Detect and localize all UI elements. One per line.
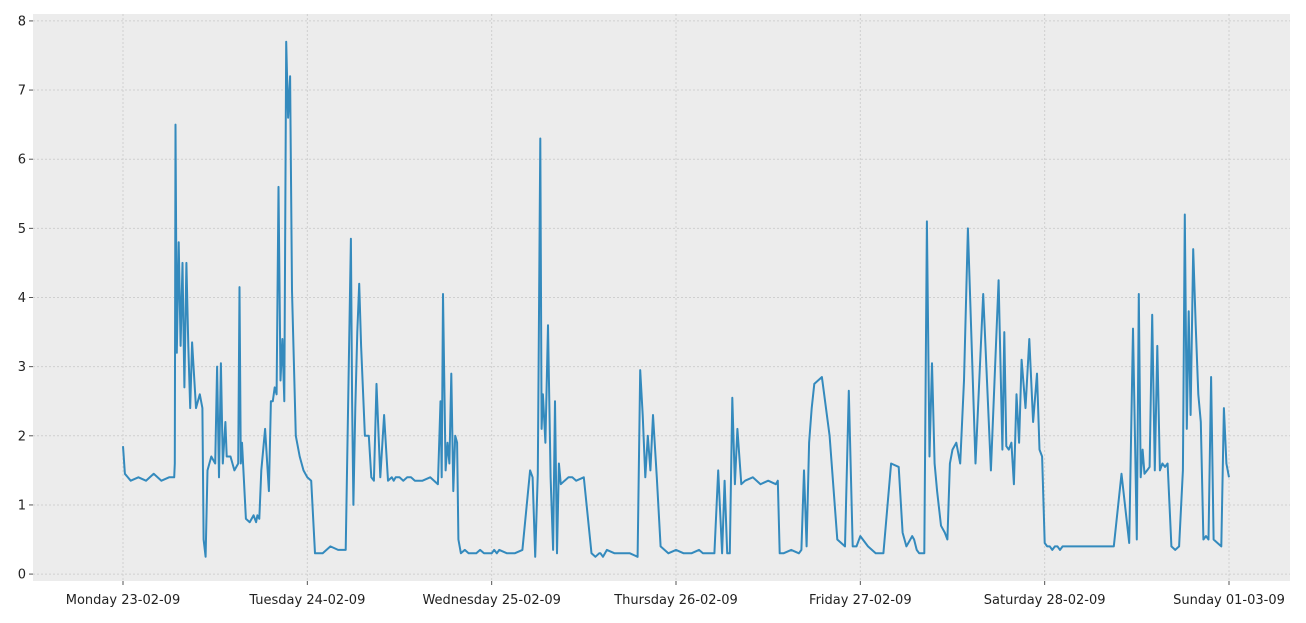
y-tick-label: 2: [18, 429, 26, 444]
x-tick-label: Friday 27-02-09: [809, 593, 912, 608]
x-tick-label: Monday 23-02-09: [66, 593, 180, 608]
y-tick-label: 0: [18, 568, 26, 583]
x-tick-label: Saturday 28-02-09: [984, 593, 1106, 608]
x-tick-label: Sunday 01-03-09: [1173, 593, 1285, 608]
x-tick-label: Thursday 26-02-09: [613, 593, 738, 608]
y-tick-label: 3: [18, 360, 26, 375]
y-tick-label: 1: [18, 498, 26, 513]
y-tick-label: 8: [18, 14, 26, 29]
y-tick-label: 7: [18, 84, 26, 99]
grid: [33, 14, 1290, 581]
y-tick-label: 5: [18, 222, 26, 237]
series-layer: [122, 40, 1230, 558]
y-tick-label: 6: [18, 153, 26, 168]
axes: 0 1 2 3 4 5 6 7 8 Monday 23-02-09 Tuesday 24-02-09…: [18, 14, 1285, 608]
series-line: [122, 40, 1230, 558]
x-tick-label: Tuesday 24-02-09: [248, 593, 365, 608]
y-tick-label: 4: [18, 291, 26, 306]
x-tick-label: Wednesday 25-02-09: [422, 593, 560, 608]
